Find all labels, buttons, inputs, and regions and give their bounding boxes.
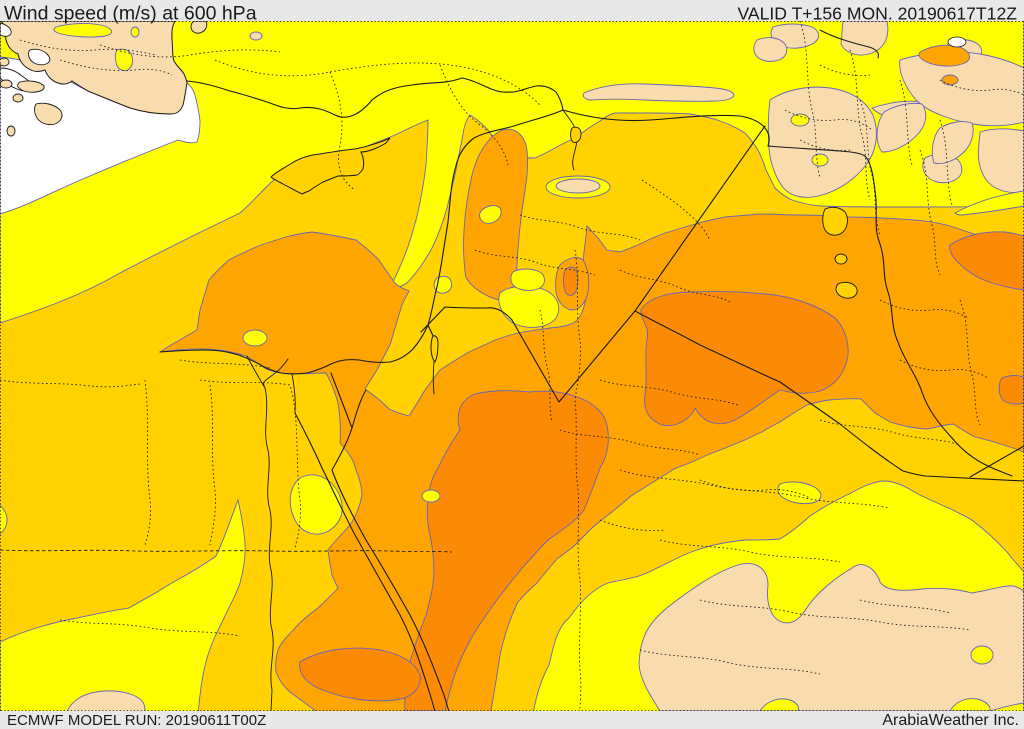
svg-text:VALID T+156 MON. 20190617T12Z: VALID T+156 MON. 20190617T12Z <box>737 4 1017 24</box>
svg-text:ArabiaWeather Inc.: ArabiaWeather Inc. <box>882 712 1019 729</box>
svg-text:ECMWF MODEL RUN: 20190611T00Z: ECMWF MODEL RUN: 20190611T00Z <box>7 712 266 729</box>
svg-text:Wind speed (m/s) at 600 hPa: Wind speed (m/s) at 600 hPa <box>4 3 257 25</box>
